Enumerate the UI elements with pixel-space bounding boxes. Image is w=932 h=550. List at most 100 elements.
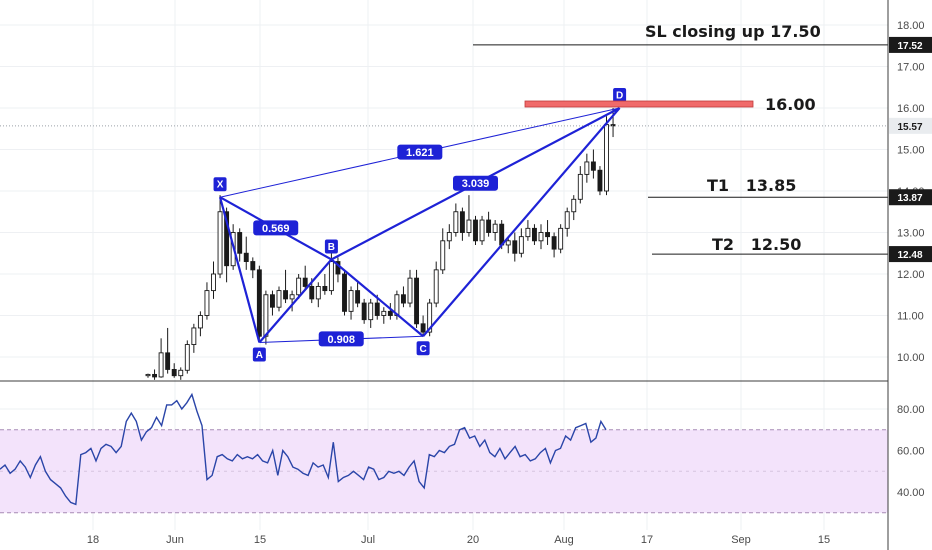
point-letter: A [256, 350, 263, 361]
candle [558, 224, 564, 254]
candle [545, 220, 550, 245]
candle [440, 228, 446, 274]
candle [433, 261, 439, 308]
candle-body-up [433, 269, 439, 304]
price-tick-label: 12.00 [897, 269, 925, 281]
price-badge: 17.52 [889, 36, 932, 53]
candle-body-up [604, 124, 609, 192]
candle-body-up [315, 286, 321, 300]
candle [525, 220, 531, 241]
candle-body-up [440, 240, 446, 271]
candle [276, 286, 282, 312]
date-tick-label: Sep [731, 534, 751, 546]
candle-body-up [571, 198, 577, 213]
price-tick-label: 15.00 [897, 145, 925, 157]
candle [197, 311, 203, 337]
candle [505, 236, 511, 254]
candle-body-down [302, 277, 308, 287]
point-d: D [613, 88, 627, 102]
candle-body-up [289, 294, 295, 300]
candle [211, 261, 216, 299]
ratio-text: 0.569 [262, 223, 290, 235]
candle-body-down [152, 373, 158, 378]
candle-body-down [512, 240, 518, 254]
ratio-text: 3.039 [462, 178, 490, 190]
candle-body-up [381, 310, 387, 316]
candle [479, 215, 485, 245]
rsi-tick-label: 80.00 [897, 404, 925, 416]
candle-body-up [407, 277, 413, 304]
stop-loss-label: SL closing up 17.50 [645, 22, 821, 41]
candle-body-up [263, 294, 269, 337]
candle [237, 228, 243, 262]
target-2-label: T2 12.50 [712, 235, 801, 254]
candle [184, 340, 190, 374]
rsi-tick-label: 40.00 [897, 487, 925, 499]
point-letter: B [328, 242, 335, 253]
date-tick-label: Aug [554, 534, 574, 546]
candle [178, 367, 184, 380]
candle [302, 265, 308, 291]
date-tick-label: 20 [467, 534, 479, 546]
ratio-xd: 1.621 [397, 144, 443, 160]
candle-body-up [538, 232, 544, 242]
price-tick-label: 11.00 [897, 311, 924, 323]
candle [315, 282, 321, 308]
candle [551, 232, 557, 258]
candle-body-down [545, 232, 550, 238]
price-badge: 12.48 [889, 246, 932, 263]
point-letter: D [616, 91, 623, 102]
level-lines [0, 44, 888, 255]
point-b: B [324, 239, 338, 254]
candle [420, 315, 426, 337]
candle-body-up [184, 344, 190, 371]
price-badge-box [889, 189, 932, 206]
candle [453, 203, 459, 237]
candle [145, 373, 151, 378]
candle-body-up [158, 352, 164, 378]
ratio-text: 0.908 [327, 334, 355, 346]
candle-body-up [178, 369, 184, 377]
candle [204, 282, 210, 320]
candle [590, 149, 596, 179]
candle [217, 195, 223, 279]
candle [348, 286, 354, 320]
candle [165, 327, 171, 374]
candle [604, 116, 609, 196]
candle-body-up [427, 302, 433, 333]
candle-body-down [473, 219, 478, 242]
leg-xa [218, 196, 261, 343]
leg-cd [422, 107, 621, 337]
price-badge-text: 12.48 [897, 250, 922, 261]
point-letter: X [217, 180, 224, 191]
candle-body-up [564, 211, 570, 229]
candle [538, 224, 544, 250]
candle [283, 269, 288, 304]
candle-body-down [355, 290, 361, 304]
candle [256, 265, 262, 341]
date-tick-label: Jul [361, 534, 375, 546]
candle-body-up [558, 227, 564, 250]
price-tick-label: 10.00 [897, 352, 925, 364]
ratio-text: 1.621 [406, 147, 434, 159]
candle-body-up [368, 302, 374, 321]
candle [289, 290, 295, 312]
candle [368, 298, 374, 328]
candle [387, 303, 393, 320]
candle-body-down [590, 161, 596, 171]
candle [473, 215, 478, 245]
candle-body-down [610, 124, 616, 127]
candle-body-down [270, 294, 275, 308]
candle-body-down [224, 211, 230, 267]
candle-body-down [401, 294, 406, 304]
price-badges: 17.52 15.57 13.87 12.48 [889, 36, 932, 263]
candle-body-down [361, 302, 367, 321]
candle [171, 363, 177, 378]
candle-body-up [577, 173, 583, 200]
candle-body-down [342, 273, 347, 312]
candle-body-down [597, 169, 603, 192]
candle-body-up [296, 277, 302, 296]
date-tick-label: Jun [166, 534, 184, 546]
point-x: X [213, 177, 227, 192]
ratio-box [253, 220, 299, 236]
